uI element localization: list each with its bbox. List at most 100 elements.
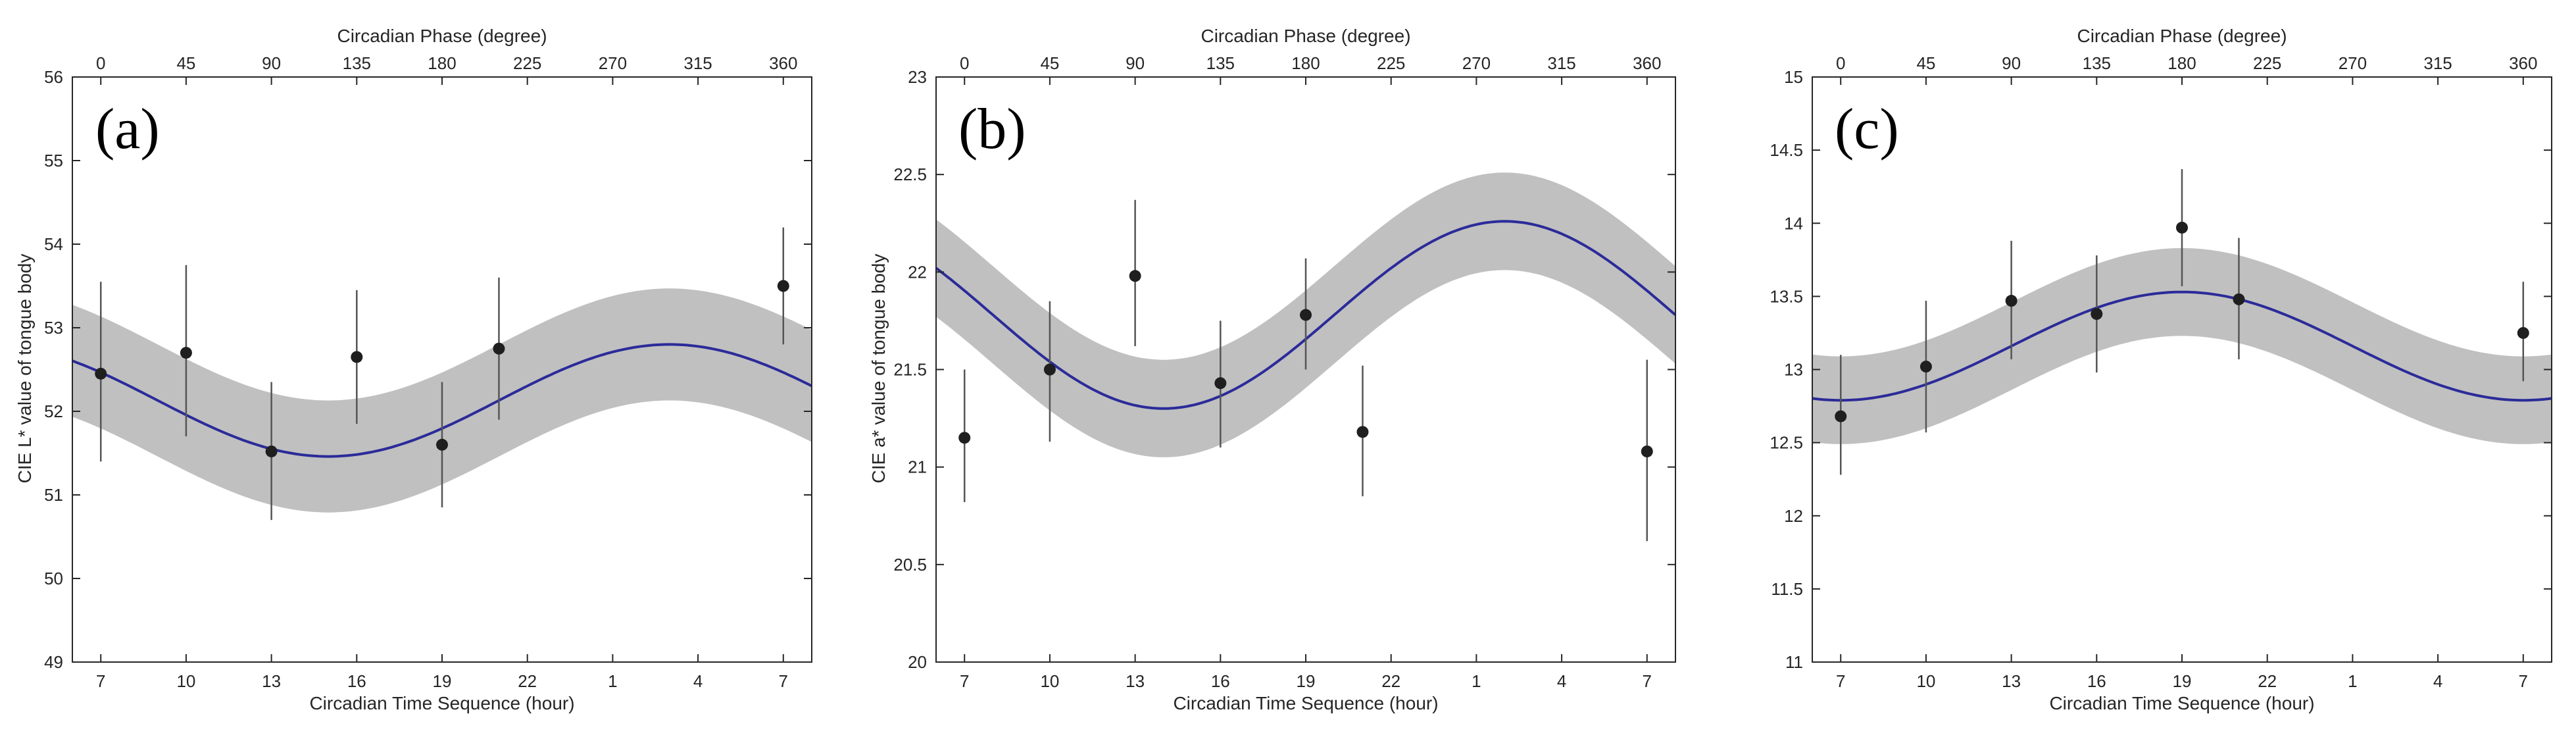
panel-c-x-tick-label: 19 [2173, 671, 2192, 691]
panel-a-data-point [95, 367, 107, 380]
panel-c-top-tick-label: 45 [1916, 53, 1935, 73]
panel-a-top-tick-label: 90 [262, 53, 281, 73]
panel-b-top-tick-label: 180 [1291, 53, 1320, 73]
panel-b-x-tick-label: 22 [1381, 671, 1400, 691]
panel-c-y-tick-label: 11.5 [1771, 579, 1803, 599]
panel-c-x-tick-label: 22 [2258, 671, 2277, 691]
panel-a-y-tick-label: 54 [44, 234, 63, 254]
panel-b-top-tick-label: 90 [1126, 53, 1145, 73]
panel-b-top-xlabel: Circadian Phase (degree) [1201, 26, 1410, 46]
panel-b-x-tick-label: 1 [1472, 671, 1481, 691]
panel-b-x-tick-label: 13 [1126, 671, 1145, 691]
panel-a-y-tick-label: 51 [44, 485, 63, 505]
panel-b-y-tick-label: 20.5 [893, 555, 927, 575]
panel-c-fit-curve [1812, 290, 2552, 402]
panel-a-x-tick-label: 1 [608, 671, 617, 691]
panel-c-data-point [2005, 295, 2018, 307]
panel-c-top-tick-label: 180 [2167, 53, 2196, 73]
panel-a-x-tick-label: 10 [176, 671, 195, 691]
panel-b-data-point [958, 432, 971, 444]
panel-c-x-tick-label: 1 [2348, 671, 2357, 691]
panel-a-y-tick-label: 49 [44, 652, 63, 672]
panel-b-data-point [1356, 426, 1369, 438]
panel-a-y-tick-label: 50 [44, 569, 63, 588]
panel-a: 7 0 10 45 13 90 16 135 19 180 22 225 1 270 4 315 7 360 49 5… [14, 26, 812, 713]
panel-c-y-tick-label: 14 [1784, 213, 1803, 233]
panel-c-x-tick-label: 16 [2087, 671, 2106, 691]
panel-a-y-tick-label: 55 [44, 151, 63, 170]
panel-b-axes-layer: 7 0 10 45 13 90 16 135 19 180 22 225 1 270 4 315 7 360 20 2… [893, 53, 1676, 691]
panel-c-x-tick-label: 4 [2433, 671, 2442, 691]
panel-b-y-tick-label: 21.5 [893, 360, 927, 380]
panel-c-x-tick-label: 7 [2519, 671, 2528, 691]
panel-c-top-tick-label: 360 [2509, 53, 2537, 73]
panel-a-label: (a) [95, 97, 160, 161]
panel-c-xlabel: Circadian Time Sequence (hour) [2049, 693, 2314, 713]
panel-b-top-tick-label: 315 [1547, 53, 1575, 73]
panel-c-top-tick-label: 90 [2002, 53, 2021, 73]
panel-a-x-tick-label: 22 [518, 671, 537, 691]
panel-b-x-tick-label: 7 [1643, 671, 1652, 691]
panel-b-y-tick-label: 20 [908, 652, 927, 672]
panel-b: 7 0 10 45 13 90 16 135 19 180 22 225 1 270 4 315 7 360 20 2… [868, 26, 1677, 713]
panel-c-top-tick-label: 0 [1836, 53, 1845, 73]
panel-c-data-point [2517, 326, 2529, 339]
panel-a-y-tick-label: 56 [44, 67, 63, 87]
panel-c-top-tick-label: 135 [2083, 53, 2111, 73]
panel-b-label: (b) [958, 97, 1026, 161]
panel-c-top-xlabel: Circadian Phase (degree) [2077, 26, 2287, 46]
panel-a-marks-layer [72, 227, 812, 521]
panel-a-data-point [493, 342, 505, 355]
panel-c-top-tick-label: 315 [2423, 53, 2452, 73]
panel-c-y-tick-label: 13 [1784, 360, 1803, 380]
panel-c-y-tick-label: 13.5 [1770, 286, 1803, 306]
panel-a-x-tick-label: 16 [347, 671, 366, 691]
panel-a-x-tick-label: 4 [693, 671, 703, 691]
panel-b-top-tick-label: 225 [1377, 53, 1405, 73]
panel-a-top-tick-label: 45 [176, 53, 195, 73]
panel-b-data-point [1043, 363, 1056, 376]
panel-a-y-tick-label: 53 [44, 318, 63, 338]
panel-b-top-tick-label: 135 [1206, 53, 1235, 73]
panel-c-data-point [2233, 293, 2245, 305]
panel-c-band-layer [1812, 248, 2552, 444]
panel-c-data-point [2091, 308, 2103, 320]
panel-b-marks-layer [935, 199, 1677, 542]
panel-c-marks-layer [1812, 169, 2552, 475]
panel-b-x-tick-label: 7 [960, 671, 969, 691]
panel-c-top-tick-label: 225 [2253, 53, 2281, 73]
panel-a-x-tick-label: 7 [96, 671, 105, 691]
panel-b-data-point [1129, 270, 1141, 282]
panel-a-top-tick-label: 225 [513, 53, 541, 73]
panel-b-x-tick-label: 4 [1557, 671, 1566, 691]
panel-a-top-tick-label: 270 [599, 53, 627, 73]
panel-c: 7 0 10 45 13 90 16 135 19 180 22 225 1 270 4 315 7 360 11 1… [1770, 26, 2552, 713]
panel-b-x-tick-label: 16 [1211, 671, 1230, 691]
panel-a-x-tick-label: 19 [433, 671, 452, 691]
panel-b-y-tick-label: 22 [908, 262, 927, 282]
panel-a-top-tick-label: 315 [683, 53, 712, 73]
panel-c-x-tick-label: 13 [2002, 671, 2021, 691]
panel-a-data-point [180, 347, 192, 359]
panel-b-y-tick-label: 21 [908, 457, 927, 477]
panel-b-ylabel: CIE a* value of tongue body [868, 254, 889, 484]
panel-c-data-point [1920, 361, 1932, 373]
panel-a-top-tick-label: 360 [769, 53, 797, 73]
panel-a-top-tick-label: 0 [96, 53, 105, 73]
panel-c-y-tick-label: 12.5 [1770, 433, 1803, 453]
panel-c-data-point [1835, 410, 1847, 423]
panel-c-top-tick-label: 270 [2339, 53, 2367, 73]
panel-b-data-point [1300, 309, 1312, 321]
panel-c-x-tick-label: 7 [1836, 671, 1845, 691]
panel-b-top-tick-label: 45 [1040, 53, 1059, 73]
panel-c-confidence-band [1812, 248, 2552, 444]
panel-a-x-tick-label: 13 [262, 671, 281, 691]
panel-a-data-point [265, 445, 278, 457]
panel-c-y-tick-label: 12 [1784, 506, 1803, 526]
panel-b-y-tick-label: 23 [908, 67, 927, 87]
panel-c-y-tick-label: 11 [1785, 652, 1803, 672]
panel-c-label: (c) [1835, 97, 1899, 161]
panel-b-data-point [1214, 377, 1227, 390]
panel-c-axes-layer: 7 0 10 45 13 90 16 135 19 180 22 225 1 270 4 315 7 360 11 1… [1770, 53, 2552, 691]
